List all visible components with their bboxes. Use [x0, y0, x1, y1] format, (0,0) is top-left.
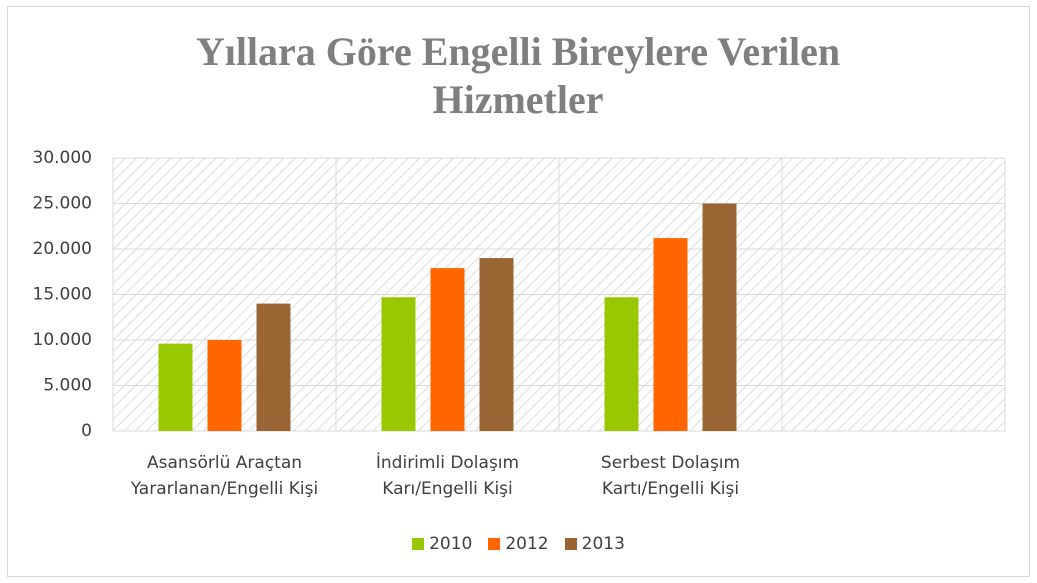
bar: [207, 340, 242, 431]
bar: [604, 297, 639, 431]
y-tick-label: 5.000: [43, 376, 92, 396]
bar: [256, 303, 291, 431]
legend-label: 2013: [581, 534, 625, 554]
y-tick-label: 30.000: [33, 148, 92, 168]
bar: [158, 343, 193, 431]
legend-label: 2010: [429, 534, 473, 554]
y-tick-label: 20.000: [33, 239, 92, 259]
legend-swatch: [564, 538, 577, 550]
legend-swatch: [488, 538, 501, 550]
chart-title: Yıllara Göre Engelli Bireylere Verilen H…: [195, 29, 841, 122]
y-tick-label: 15.000: [33, 285, 92, 305]
bar: [479, 258, 514, 431]
bar: [653, 238, 688, 431]
x-tick-label: İndirimli Dolaşım Karı/Engelli Kişi: [375, 453, 520, 499]
y-tick-label: 10.000: [33, 330, 92, 350]
bar: [430, 268, 465, 431]
legend-swatch: [412, 538, 425, 550]
legend-item: 2012: [488, 534, 549, 554]
y-tick-label: 0: [81, 421, 92, 441]
legend-item: 2013: [564, 534, 625, 554]
legend-item: 2010: [412, 534, 472, 554]
y-tick-label: 25.000: [33, 194, 92, 214]
bar: [381, 297, 416, 431]
x-tick-label: Serbest Dolaşım Kartı/Engelli Kişi: [600, 453, 741, 499]
bar: [702, 203, 737, 431]
legend: 2010 2012 2013: [0, 534, 1037, 554]
x-tick-label: Asansörlü Araçtan Yararlanan/Engelli Kiş…: [130, 453, 319, 499]
legend-label: 2012: [505, 534, 549, 554]
